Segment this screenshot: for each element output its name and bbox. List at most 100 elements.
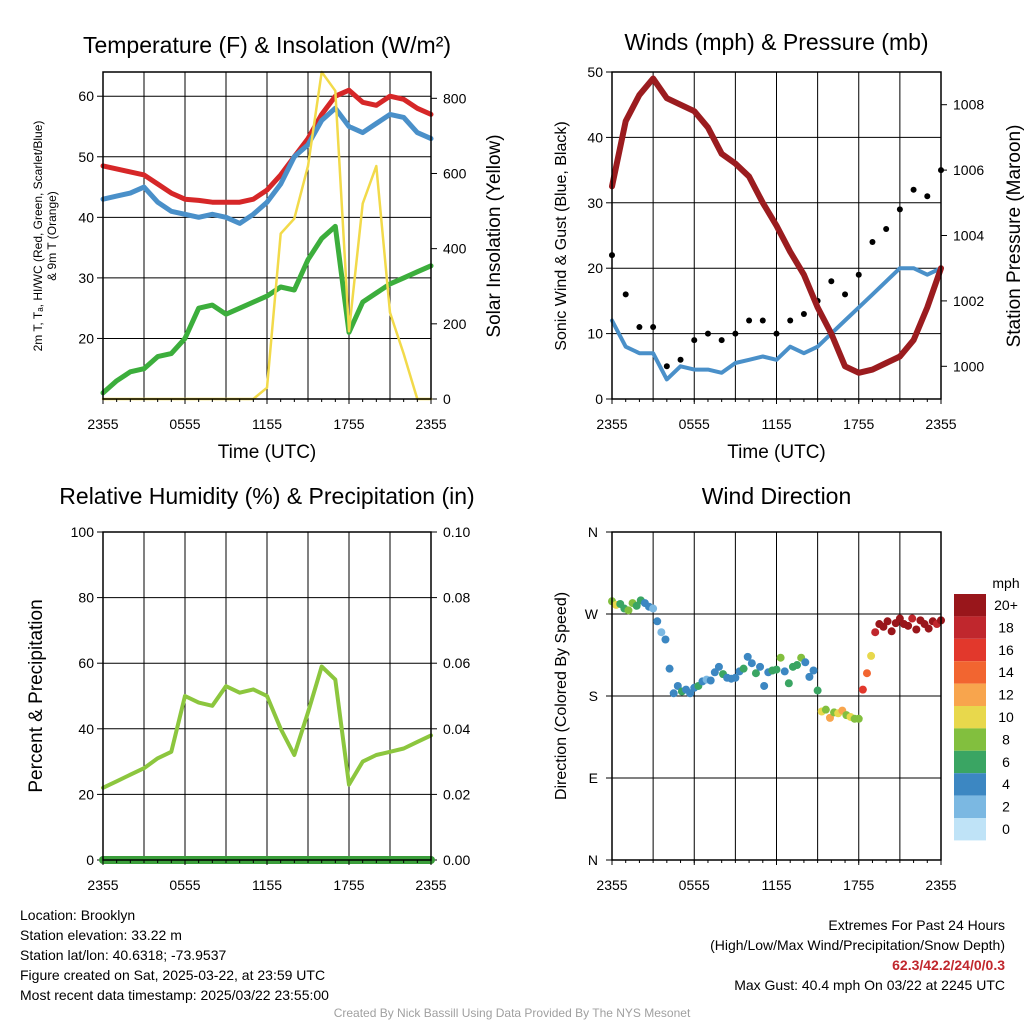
colorbar-swatch — [954, 818, 986, 841]
direction-point — [665, 664, 674, 673]
colorbar-swatch — [954, 728, 986, 751]
direction-point — [805, 672, 814, 681]
credit-line: Created By Nick Bassill Using Data Provi… — [333, 1006, 691, 1020]
chart-title: Temperature (F) & Insolation (W/m²) — [83, 32, 451, 58]
station-latlon: Station lat/lon: 40.6318; -73.9537 — [20, 947, 227, 963]
station-info: Location: Brooklyn Station elevation: 33… — [20, 905, 329, 1005]
direction-point — [751, 669, 760, 678]
dewpoint-line — [100, 223, 434, 396]
y2-tick-label: 200 — [443, 316, 467, 332]
direction-point — [756, 662, 765, 671]
y-tick-label: 10 — [587, 326, 603, 342]
y-tick-label: 40 — [78, 209, 94, 225]
relative-humidity-line — [101, 664, 433, 790]
gust-point — [650, 324, 657, 331]
station-elevation: Station elevation: 33.22 m — [20, 927, 182, 943]
y2-tick-label: 800 — [443, 90, 467, 106]
gust-point — [636, 324, 643, 331]
colorbar-swatch — [954, 616, 986, 639]
x-axis-label: Time (UTC) — [727, 442, 826, 463]
y2-tick-label: 1000 — [953, 358, 984, 374]
y2-tick-label: 0.02 — [443, 786, 470, 802]
direction-point — [879, 622, 888, 631]
direction-point — [895, 614, 904, 623]
gust-point — [677, 356, 684, 363]
direction-point — [657, 628, 666, 637]
recent-timestamp: Most recent data timestamp: 2025/03/22 2… — [20, 987, 329, 1003]
colorbar-title: mph — [992, 575, 1019, 591]
colorbar-label: 6 — [1002, 754, 1010, 770]
x-tick-label: 0555 — [169, 877, 200, 893]
y2-tick-label: 0 — [443, 391, 451, 407]
direction-point — [793, 661, 802, 670]
y-tick-label: 100 — [71, 524, 95, 540]
direction-point — [780, 667, 789, 676]
x-tick-label: 2355 — [596, 416, 627, 432]
colorbar-swatch — [954, 773, 986, 796]
direction-point — [760, 681, 769, 690]
heat-index-line — [100, 105, 434, 226]
temperature-line — [100, 87, 434, 205]
direction-point — [653, 617, 662, 626]
direction-point — [924, 624, 933, 633]
sonic-wind-line — [610, 266, 943, 382]
y-tick-label: E — [589, 770, 598, 786]
station-location: Location: Brooklyn — [20, 907, 136, 923]
gust-point — [691, 337, 698, 344]
y-tick-label: N — [588, 524, 598, 540]
direction-point — [858, 685, 867, 694]
extremes-subtitle: (High/Low/Max Wind/Precipitation/Snow De… — [710, 937, 1005, 953]
y2-tick-label: 0.08 — [443, 590, 470, 606]
y-tick-label: 50 — [587, 64, 603, 80]
direction-point — [624, 606, 633, 615]
y-tick-label: 50 — [78, 149, 94, 165]
y-tick-label: 30 — [78, 270, 94, 286]
x-axis-label: Time (UTC) — [218, 442, 317, 463]
gust-point — [924, 193, 931, 200]
y2-axis-label: Solar Insolation (Yellow) — [484, 134, 505, 337]
direction-point — [912, 625, 921, 634]
gust-point — [883, 225, 890, 232]
panel-2: 0 20 40 60 80 100 0.00 0.02 0.04 0.06 0.08 0.10 2355… — [26, 483, 475, 893]
direction-point — [632, 601, 641, 610]
extremes-title: Extremes For Past 24 Hours — [828, 917, 1005, 933]
direction-point — [871, 628, 880, 637]
y-tick-label: 30 — [587, 195, 603, 211]
y-tick-label: 0 — [595, 391, 603, 407]
gust-point — [704, 330, 711, 337]
x-tick-label: 2355 — [925, 877, 956, 893]
gust-point — [800, 310, 807, 317]
direction-point — [825, 713, 834, 722]
y2-tick-label: 0.06 — [443, 655, 470, 671]
gust-point — [732, 330, 739, 337]
extremes-info: Extremes For Past 24 Hours (High/Low/Max… — [710, 915, 1005, 995]
gust-point — [759, 317, 766, 324]
y2-tick-label: 1008 — [953, 97, 984, 113]
direction-point — [739, 664, 748, 673]
y-tick-label: 60 — [78, 655, 94, 671]
y-tick-label: 80 — [78, 590, 94, 606]
y-axis-label: Sonic Wind & Gust (Blue, Black) — [553, 121, 570, 350]
x-tick-label: 1755 — [843, 877, 874, 893]
direction-point — [809, 666, 818, 675]
x-tick-label: 0555 — [679, 877, 710, 893]
direction-point — [743, 652, 752, 661]
y-tick-label: S — [589, 688, 598, 704]
y2-tick-label: 0.00 — [443, 852, 470, 868]
x-tick-label: 0555 — [679, 416, 710, 432]
colorbar-swatch — [954, 594, 986, 617]
colorbar-swatch — [954, 661, 986, 684]
colorbar-label: 12 — [998, 687, 1014, 703]
x-tick-label: 1155 — [761, 416, 791, 432]
direction-point — [686, 689, 695, 698]
colorbar-label: 14 — [998, 664, 1014, 680]
x-tick-label: 2355 — [87, 416, 118, 432]
x-tick-label: 1755 — [333, 877, 364, 893]
direction-point — [904, 621, 913, 630]
colorbar-label: 20+ — [994, 597, 1018, 613]
y-tick-label: 60 — [78, 88, 94, 104]
colorbar-label: 10 — [998, 709, 1014, 725]
gust-point — [773, 330, 780, 337]
direction-point — [731, 673, 740, 682]
direction-point — [714, 662, 723, 671]
